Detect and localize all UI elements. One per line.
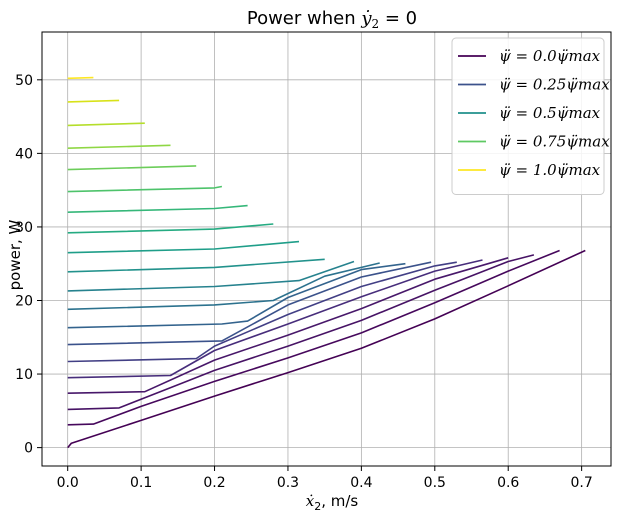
x-tick-label: 0.2 [203, 475, 225, 491]
legend-box [451, 37, 605, 195]
y-tick-label: 30 [15, 220, 33, 236]
chart-title: Power when ẏ2 = 0 [247, 8, 417, 31]
series-line [67, 165, 197, 171]
series-line [67, 260, 355, 292]
series-line [67, 240, 300, 254]
series-line [67, 249, 560, 426]
series-line [67, 259, 483, 379]
x-tick-label: 0.7 [570, 475, 592, 491]
x-tick-label: 0.3 [277, 475, 299, 491]
legend-label: ψ̈ = 0.5ψ̈max [499, 104, 601, 122]
x-tick-label: 0.5 [424, 475, 446, 491]
y-tick-label: 0 [24, 441, 33, 457]
legend-label: ψ̈ = 0.0ψ̈max [499, 47, 601, 65]
series-line [67, 254, 535, 411]
series-line [67, 122, 145, 127]
y-axis: 0 10 20 30 40 50 [15, 73, 42, 457]
y-tick-label: 40 [15, 146, 33, 162]
series-line [67, 204, 248, 213]
series-line [67, 249, 586, 449]
series-line [67, 261, 432, 346]
legend: ψ̈ = 0.0ψ̈max ψ̈ = 0.25ψ̈max ψ̈ = 0.5ψ̈max… [451, 37, 610, 195]
series-line [67, 258, 325, 273]
y-tick-label: 50 [15, 73, 33, 89]
series-line [67, 185, 223, 193]
series-line [67, 99, 120, 103]
x-tick-label: 0.1 [130, 475, 152, 491]
series-line [67, 257, 509, 394]
x-axis: 0.0 0.1 0.2 0.3 0.4 0.5 0.6 0.7 [57, 466, 593, 491]
series-line [67, 262, 406, 329]
series-layer [67, 76, 586, 449]
series-line [67, 76, 94, 80]
series-line [67, 144, 171, 149]
series-line [67, 223, 274, 234]
legend-label: ψ̈ = 0.75ψ̈max [499, 133, 610, 151]
series-line [67, 261, 457, 363]
x-axis-label: ẋ2, m/s [306, 492, 359, 513]
x-tick-label: 0.0 [57, 475, 79, 491]
y-tick-label: 10 [15, 367, 33, 383]
y-tick-label: 20 [15, 293, 33, 309]
legend-label: ψ̈ = 1.0ψ̈max [499, 161, 601, 179]
x-tick-label: 0.6 [497, 475, 519, 491]
plot-frame [41, 31, 612, 467]
x-tick-label: 0.4 [350, 475, 372, 491]
y-axis-label: power, W [6, 219, 24, 290]
legend-label: ψ̈ = 0.25ψ̈max [499, 76, 610, 94]
series-line [67, 262, 380, 311]
